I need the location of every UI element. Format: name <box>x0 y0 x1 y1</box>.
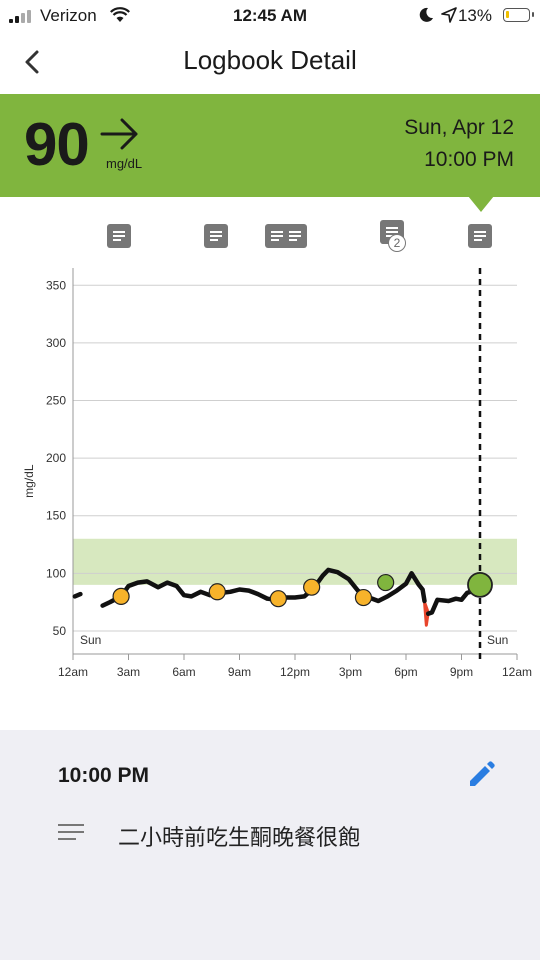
nav-bar: Logbook Detail <box>0 32 540 94</box>
x-tick-label: 9am <box>228 665 251 679</box>
y-tick-label: 250 <box>46 394 66 408</box>
y-tick-label: 150 <box>46 509 66 523</box>
x-tick-label: 6am <box>172 665 195 679</box>
status-bar: Verizon 12:45 AM 13% <box>0 0 540 32</box>
battery-percent: 13% <box>457 6 492 25</box>
detail-time: 10:00 PM <box>58 764 150 787</box>
y-tick-label: 350 <box>46 278 66 292</box>
page-title: Logbook Detail <box>183 45 357 75</box>
target-range-band <box>73 538 517 585</box>
back-chevron-icon[interactable] <box>14 44 50 80</box>
reading-marker <box>303 578 321 596</box>
x-tick-label: 12am <box>58 665 88 679</box>
note-icon[interactable] <box>468 224 492 248</box>
x-tick-label: 3am <box>117 665 140 679</box>
reading-marker <box>112 587 130 605</box>
reading-marker <box>269 590 287 608</box>
detail-panel: 10:00 PM 二小時前吃生酮晚餐很飽 <box>0 730 540 960</box>
moon-icon <box>419 7 433 22</box>
y-tick-label: 300 <box>46 336 66 350</box>
day-label: Sun <box>80 633 101 647</box>
reading-marker <box>208 583 226 601</box>
y-tick-label: 50 <box>53 624 67 638</box>
x-tick-label: 9pm <box>450 665 473 679</box>
y-tick-label: 200 <box>46 451 66 465</box>
pencil-icon[interactable] <box>466 760 496 790</box>
x-tick-label: 3pm <box>339 665 362 679</box>
note-icon[interactable] <box>107 224 132 248</box>
reading-date: Sun, Apr 12 <box>404 116 514 139</box>
battery-icon <box>503 8 534 22</box>
note-icon[interactable] <box>204 224 229 248</box>
reading-marker <box>377 573 395 592</box>
reading-marker <box>354 588 373 607</box>
cellular-signal-icon <box>9 9 35 23</box>
note-lines-icon <box>58 824 84 845</box>
status-time: 12:45 AM <box>232 6 307 25</box>
reading-time: 10:00 PM <box>424 148 514 171</box>
glucose-chart[interactable]: 50 100 150 200 250 300 350 mg/dL 12am 3am 6am 9am 12… <box>0 262 540 694</box>
location-arrow-icon <box>441 7 457 23</box>
y-axis-label: mg/dL <box>22 464 36 498</box>
day-label: Sun <box>487 633 508 647</box>
x-tick-label: 12am <box>502 665 532 679</box>
reading-marker <box>467 571 493 598</box>
note-icon[interactable] <box>283 224 307 248</box>
battery-level <box>506 11 509 18</box>
reading-header: 90 mg/dL Sun, Apr 12 10:00 PM <box>0 94 540 197</box>
arrow-right-icon <box>100 118 138 150</box>
selection-pointer <box>468 196 494 212</box>
x-tick-label: 12pm <box>280 665 310 679</box>
reading-unit: mg/dL <box>106 156 143 171</box>
carrier-name: Verizon <box>40 6 97 25</box>
glucose-line <box>72 591 83 599</box>
x-tick-label: 6pm <box>394 665 417 679</box>
y-tick-label: 100 <box>46 566 66 580</box>
note-text: 二小時前吃生酮晚餐很飽 <box>118 825 361 850</box>
glucose-reading: 90 <box>24 111 90 178</box>
wifi-icon <box>110 7 130 22</box>
note-count-badge: 2 <box>388 234 406 252</box>
